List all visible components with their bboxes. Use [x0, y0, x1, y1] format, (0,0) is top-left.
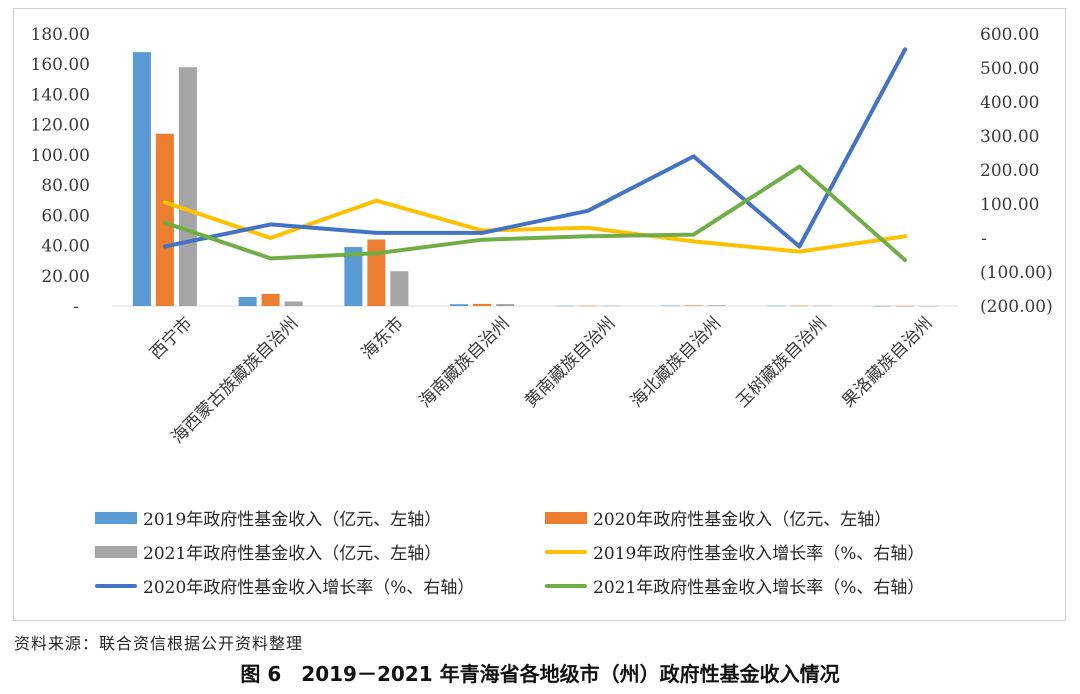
bar-2019-0: [132, 52, 151, 307]
legend-item: 2019年政府性基金收入增长率（%、右轴）: [545, 539, 924, 564]
bar-2019-4: [555, 305, 574, 307]
chart-frame: [13, 8, 1066, 621]
left-axis-tick-label: 140.00: [31, 85, 90, 105]
category-label: 西宁市: [146, 313, 196, 363]
bar-2019-5: [661, 305, 680, 307]
combo-chart: - 20.00 40.00 60.00 80.00 100.00 120.00 140.00 1…: [31, 25, 1053, 448]
legend-item: 2021年政府性基金收入（亿元、左轴）: [95, 539, 441, 564]
legend-item: 2020年政府性基金收入（亿元、左轴）: [545, 505, 891, 530]
bar-2021-3: [496, 304, 515, 306]
legend-label: 2019年政府性基金收入（亿元、左轴）: [143, 510, 442, 530]
growth-line-2021: [162, 164, 908, 263]
legend-swatch: [545, 549, 587, 554]
legend-swatch: [95, 545, 137, 558]
bar-2020-6: [790, 305, 809, 307]
legend-label: 2020年政府性基金收入增长率（%、右轴）: [143, 578, 475, 598]
left-axis-tick-label: 100.00: [31, 146, 90, 166]
bar-2020-2: [367, 239, 386, 306]
figure-caption: 图 6 2019－2021 年青海省各地级市（州）政府性基金收入情况: [240, 662, 840, 686]
right-axis-tick-label: 400.00: [980, 93, 1039, 113]
bar-2019-2: [344, 247, 363, 306]
bar-2021-5: [707, 305, 726, 306]
legend-label: 2021年政府性基金收入（亿元、左轴）: [143, 544, 442, 564]
bar-2020-5: [684, 305, 703, 306]
bar-2019-6: [767, 305, 786, 307]
right-axis-tick-label: 100.00: [980, 195, 1039, 215]
source-note: 资料来源：联合资信根据公开资料整理: [14, 634, 304, 653]
bar-2021-1: [284, 301, 303, 306]
legend-label: 2020年政府性基金收入（亿元、左轴）: [593, 510, 892, 530]
bar-2020-1: [261, 293, 280, 306]
legend-swatch: [95, 583, 137, 588]
right-axis-tick-label: 500.00: [980, 59, 1039, 79]
bar-2020-7: [896, 305, 915, 307]
left-axis-tick-label: 60.00: [41, 206, 90, 226]
category-label: 果洛藏族自治州: [838, 313, 936, 411]
category-label: 海北藏族自治州: [627, 313, 725, 411]
bar-2021-6: [813, 305, 832, 307]
left-axis-tick-label: 20.00: [41, 267, 90, 287]
left-axis-tick-label: 40.00: [41, 237, 90, 257]
legend-item: 2021年政府性基金收入增长率（%、右轴）: [545, 573, 924, 598]
bar-2021-7: [919, 305, 938, 307]
growth-line-2019: [162, 198, 908, 254]
legend-swatch: [95, 511, 137, 524]
legend-item: 2020年政府性基金收入增长率（%、右轴）: [95, 573, 474, 598]
bar-2020-4: [578, 305, 597, 307]
left-axis-tick-label: -: [73, 297, 79, 317]
legend-label: 2021年政府性基金收入增长率（%、右轴）: [593, 578, 925, 598]
bar-2020-0: [155, 133, 174, 306]
legend-label: 2019年政府性基金收入增长率（%、右轴）: [593, 544, 925, 564]
category-label: 海东市: [358, 313, 408, 363]
left-axis-tick-label: 120.00: [31, 116, 90, 136]
right-axis-tick-label: -: [981, 229, 987, 249]
growth-line-2020: [162, 47, 908, 249]
category-label: 玉树藏族自治州: [733, 313, 831, 411]
bar-2021-2: [390, 271, 409, 306]
right-axis-tick-label: 600.00: [980, 25, 1039, 45]
right-axis-tick-label: (200.00): [980, 297, 1053, 317]
legend-swatch: [545, 511, 587, 524]
bar-2020-3: [473, 303, 492, 306]
bar-2021-4: [601, 305, 620, 307]
category-label: 海南藏族自治州: [415, 313, 513, 411]
right-axis-tick-label: 300.00: [980, 127, 1039, 147]
left-axis-tick-label: 160.00: [31, 55, 90, 75]
category-label: 黄南藏族自治州: [521, 313, 619, 411]
right-axis-tick-label: 200.00: [980, 161, 1039, 181]
bar-2019-7: [873, 305, 892, 307]
left-axis-tick-label: 80.00: [41, 176, 90, 196]
legend-item: 2019年政府性基金收入（亿元、左轴）: [95, 505, 441, 530]
legend-swatch: [545, 583, 587, 588]
right-axis-tick-label: (100.00): [980, 263, 1053, 283]
left-axis-tick-label: 180.00: [31, 25, 90, 45]
bar-2021-0: [178, 67, 197, 306]
bar-2019-1: [238, 296, 257, 306]
bar-2019-3: [450, 304, 469, 306]
